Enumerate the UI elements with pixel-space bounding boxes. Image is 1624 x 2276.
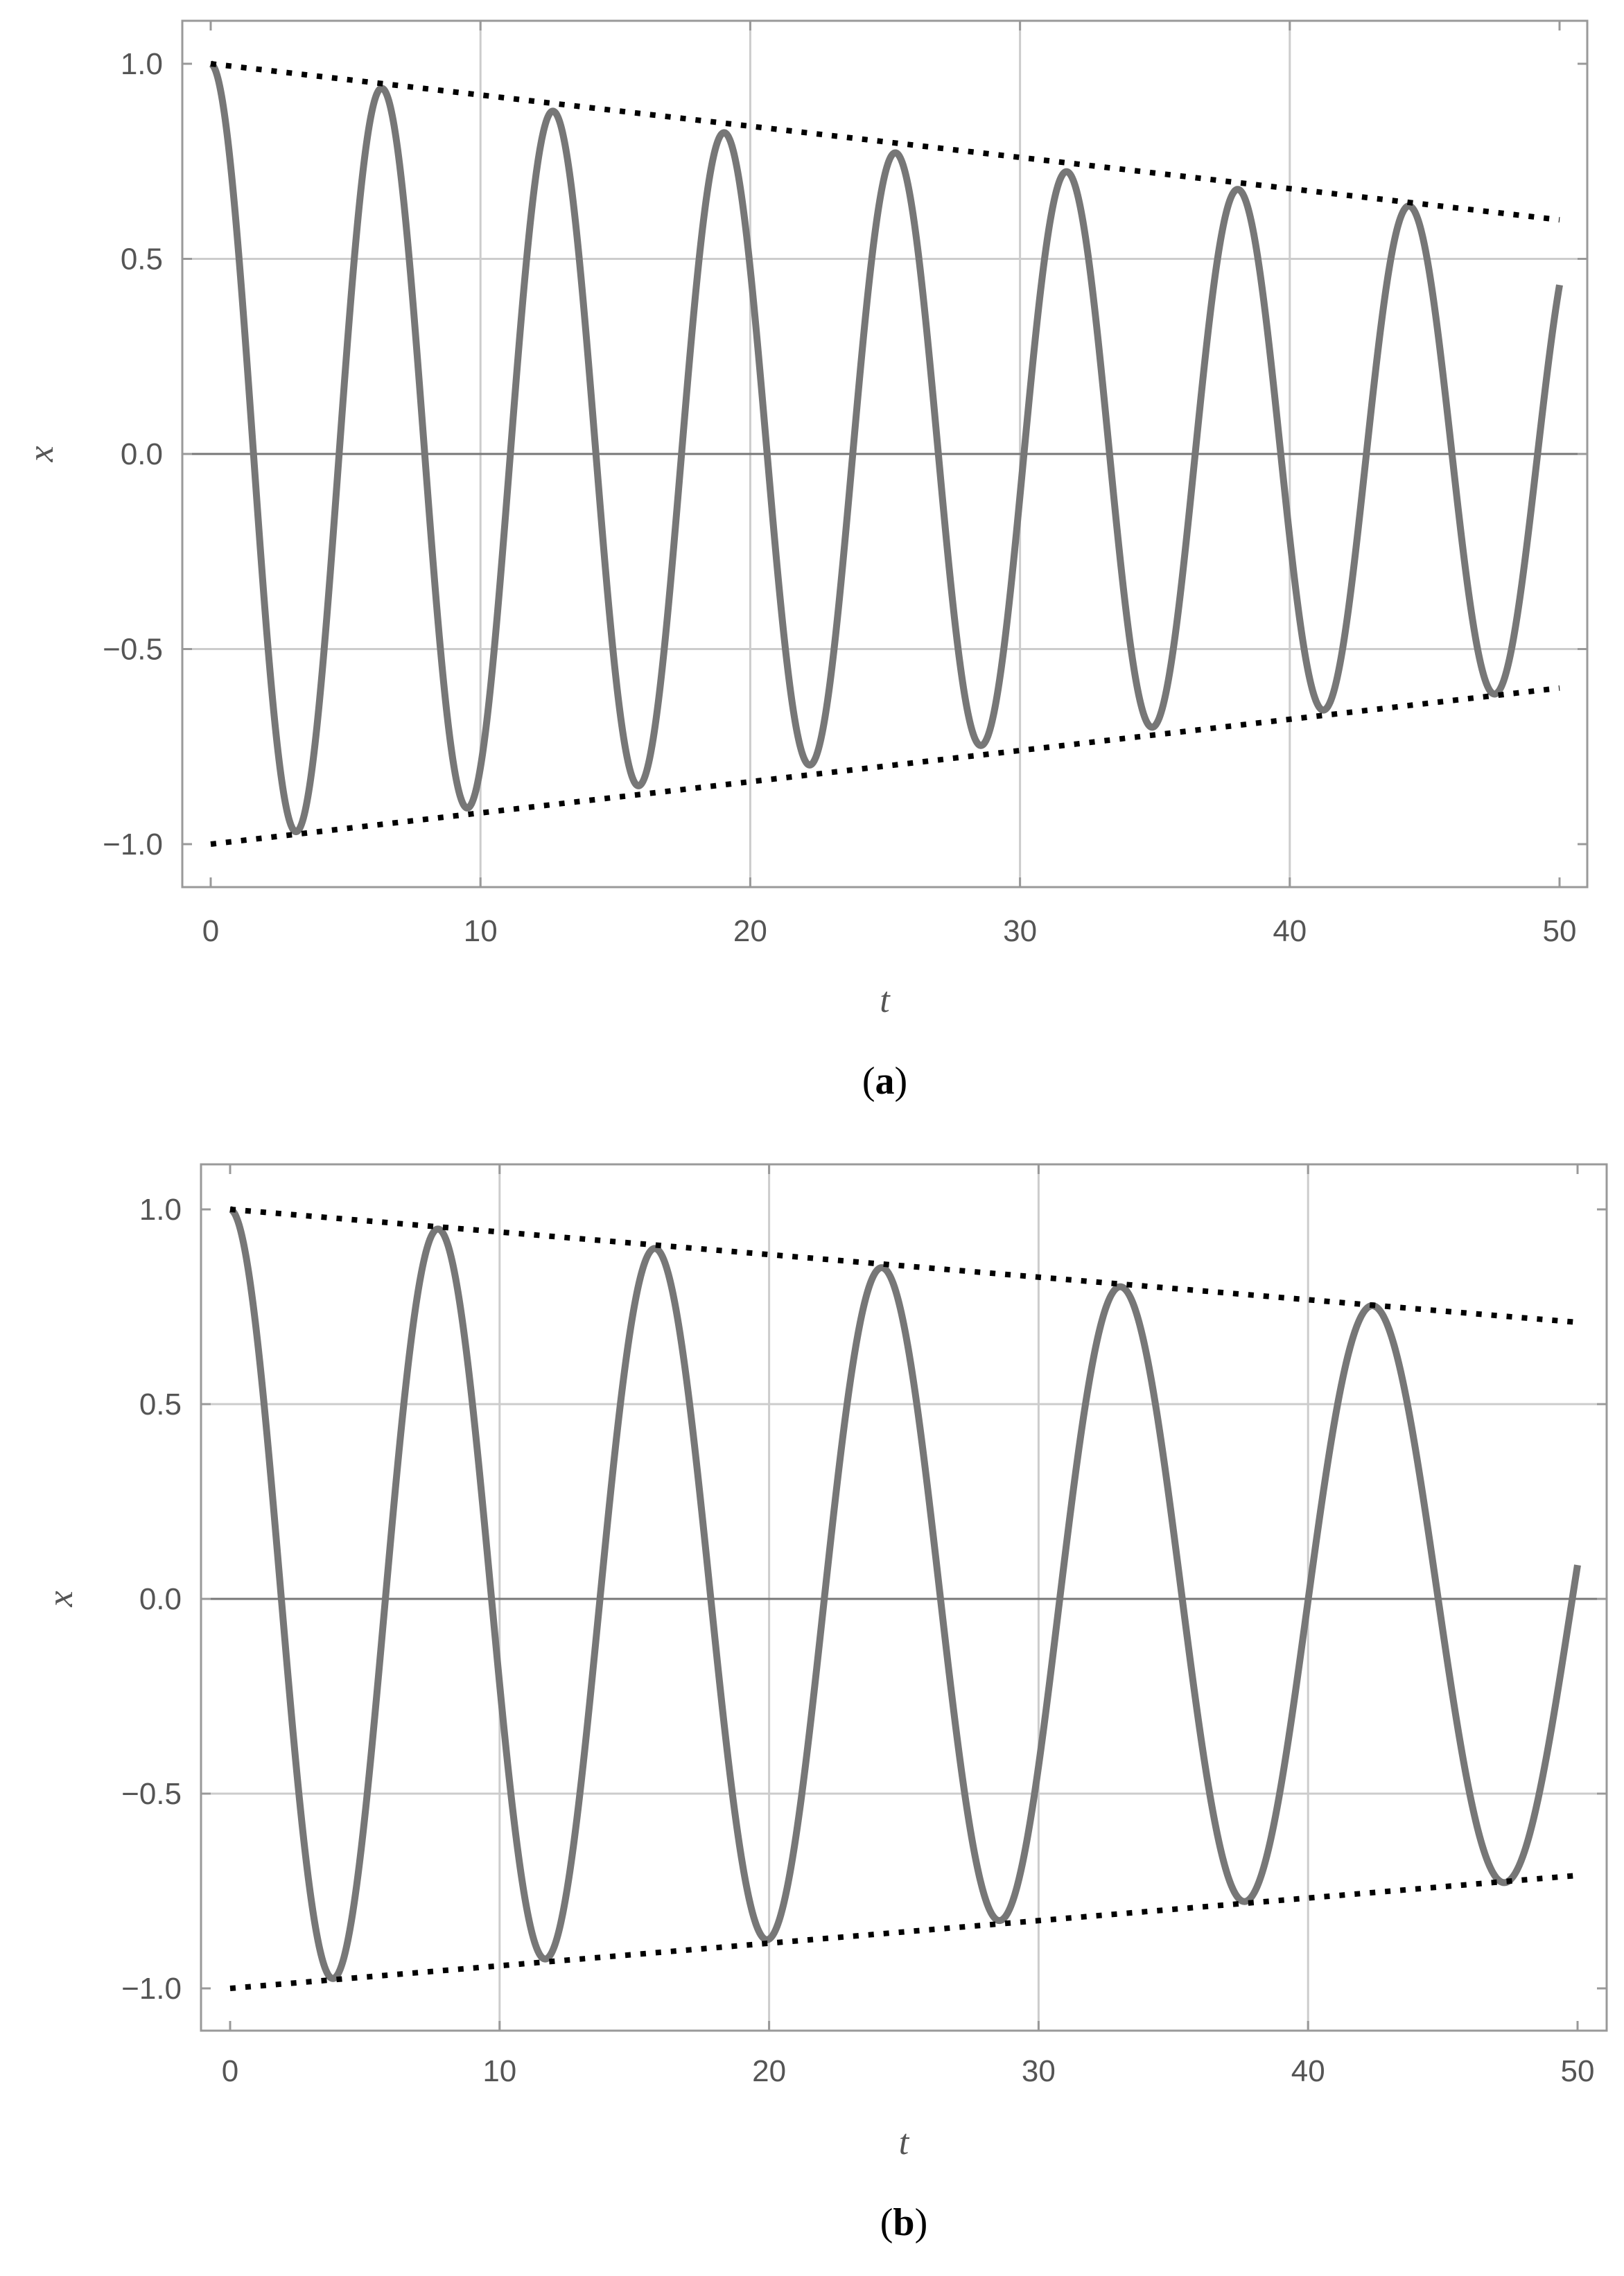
x-tick-label: 0 bbox=[202, 914, 219, 948]
y-tick-label: −0.5 bbox=[103, 633, 163, 667]
gridlines bbox=[201, 1164, 1607, 2031]
y-tick-label: −1.0 bbox=[121, 1972, 182, 2006]
panel-label: (a) bbox=[862, 1060, 907, 1103]
x-tick-label: 20 bbox=[733, 914, 767, 948]
oscillation-curve bbox=[227, 1206, 1581, 1982]
upper-envelope-line bbox=[229, 1207, 1578, 1325]
y-tick-label: 0.0 bbox=[139, 1582, 182, 1616]
x-tick-label: 40 bbox=[1273, 914, 1307, 948]
y-tick-label: 0.0 bbox=[121, 437, 163, 471]
y-axis-label: x bbox=[21, 446, 61, 462]
x-axis-label: t bbox=[899, 2123, 910, 2162]
lower-envelope-line bbox=[210, 685, 1560, 847]
x-tick-label: 30 bbox=[1003, 914, 1037, 948]
x-tick-label: 40 bbox=[1291, 2054, 1325, 2088]
tick-marks bbox=[182, 21, 1587, 887]
plot-frame bbox=[200, 1163, 1608, 2032]
x-tick-label: 20 bbox=[752, 2054, 786, 2088]
x-tick-label: 50 bbox=[1561, 2054, 1595, 2088]
panel-label: (b) bbox=[880, 2201, 927, 2244]
chart-panel-a: 0 10 20 30 40 50 1.0 0.5 0.0 −0.5 −1.0 t x (a) bbox=[21, 19, 1589, 1103]
x-axis-label: t bbox=[880, 981, 891, 1020]
x-tick-label: 0 bbox=[222, 2054, 238, 2088]
gridlines bbox=[182, 21, 1587, 887]
y-tick-label: 1.0 bbox=[139, 1193, 182, 1227]
upper-envelope-line bbox=[210, 61, 1560, 223]
y-axis-label: x bbox=[41, 1591, 80, 1607]
y-tick-label: 0.5 bbox=[139, 1388, 182, 1421]
x-tick-label: 50 bbox=[1543, 914, 1577, 948]
y-tick-label: −0.5 bbox=[121, 1777, 182, 1811]
y-tick-label: 1.0 bbox=[121, 47, 163, 81]
y-tick-label: 0.5 bbox=[121, 243, 163, 277]
x-tick-label: 10 bbox=[464, 914, 498, 948]
x-tick-label: 30 bbox=[1022, 2054, 1056, 2088]
y-tick-label: −1.0 bbox=[103, 828, 163, 861]
tick-marks bbox=[201, 1164, 1607, 2031]
lower-envelope-line bbox=[229, 1873, 1578, 1991]
oscillation-curve bbox=[208, 60, 1563, 836]
x-tick-label: 10 bbox=[482, 2054, 516, 2088]
chart-panel-b: 0 10 20 30 40 50 1.0 0.5 0.0 −0.5 −1.0 t x (b) bbox=[41, 1163, 1608, 2244]
